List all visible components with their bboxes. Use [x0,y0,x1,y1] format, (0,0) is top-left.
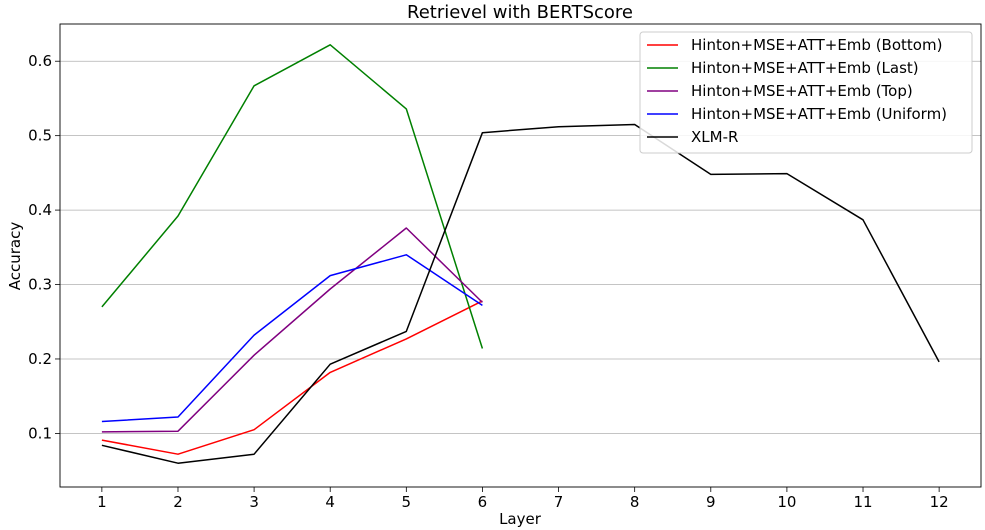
y-tick-label: 0.5 [28,127,52,145]
y-tick-label: 0.1 [28,424,52,442]
series-line [101,44,484,349]
x-tick-label: 9 [706,493,716,511]
x-tick-label: 5 [402,493,412,511]
x-axis-ticks: 1 2 3 4 5 6 7 8 9 10 11 12 [97,487,949,511]
x-tick-label: 4 [325,493,335,511]
x-tick-label: 10 [777,493,796,511]
series-line [101,227,483,433]
legend-label: Hinton+MSE+ATT+Emb (Bottom) [691,36,942,54]
y-tick-label: 0.4 [28,201,52,219]
legend-label: Hinton+MSE+ATT+Emb (Top) [691,82,913,100]
series-line [101,300,483,455]
plot-frame [59,23,982,488]
legend-box [639,31,973,154]
x-tick-label: 6 [478,493,488,511]
chart-title: Retrievel with BERTScore [407,2,633,23]
x-tick-label: 7 [554,493,564,511]
y-tick-label: 0.2 [28,350,52,368]
x-tick-label: 3 [249,493,259,511]
grid-lines [60,60,981,434]
x-tick-label: 8 [630,493,640,511]
y-tick-label: 0.6 [28,52,52,70]
x-tick-label: 2 [173,493,183,511]
legend: Hinton+MSE+ATT+Emb (Bottom) Hinton+MSE+AT… [639,31,973,154]
x-tick-label: 11 [853,493,872,511]
legend-label: XLM-R [691,128,738,146]
y-axis-label: Accuracy [6,222,24,291]
y-axis-ticks: 0.1 0.2 0.3 0.4 0.5 0.6 [28,52,60,442]
x-axis-label: Layer [499,510,542,528]
plot-border [59,23,982,488]
series-line [101,254,483,423]
series-line [101,123,940,464]
legend-label: Hinton+MSE+ATT+Emb (Uniform) [691,105,947,123]
x-tick-label: 12 [930,493,949,511]
y-tick-label: 0.3 [28,276,52,294]
legend-label: Hinton+MSE+ATT+Emb (Last) [691,59,919,77]
x-tick-label: 1 [97,493,107,511]
series-lines [101,44,940,464]
